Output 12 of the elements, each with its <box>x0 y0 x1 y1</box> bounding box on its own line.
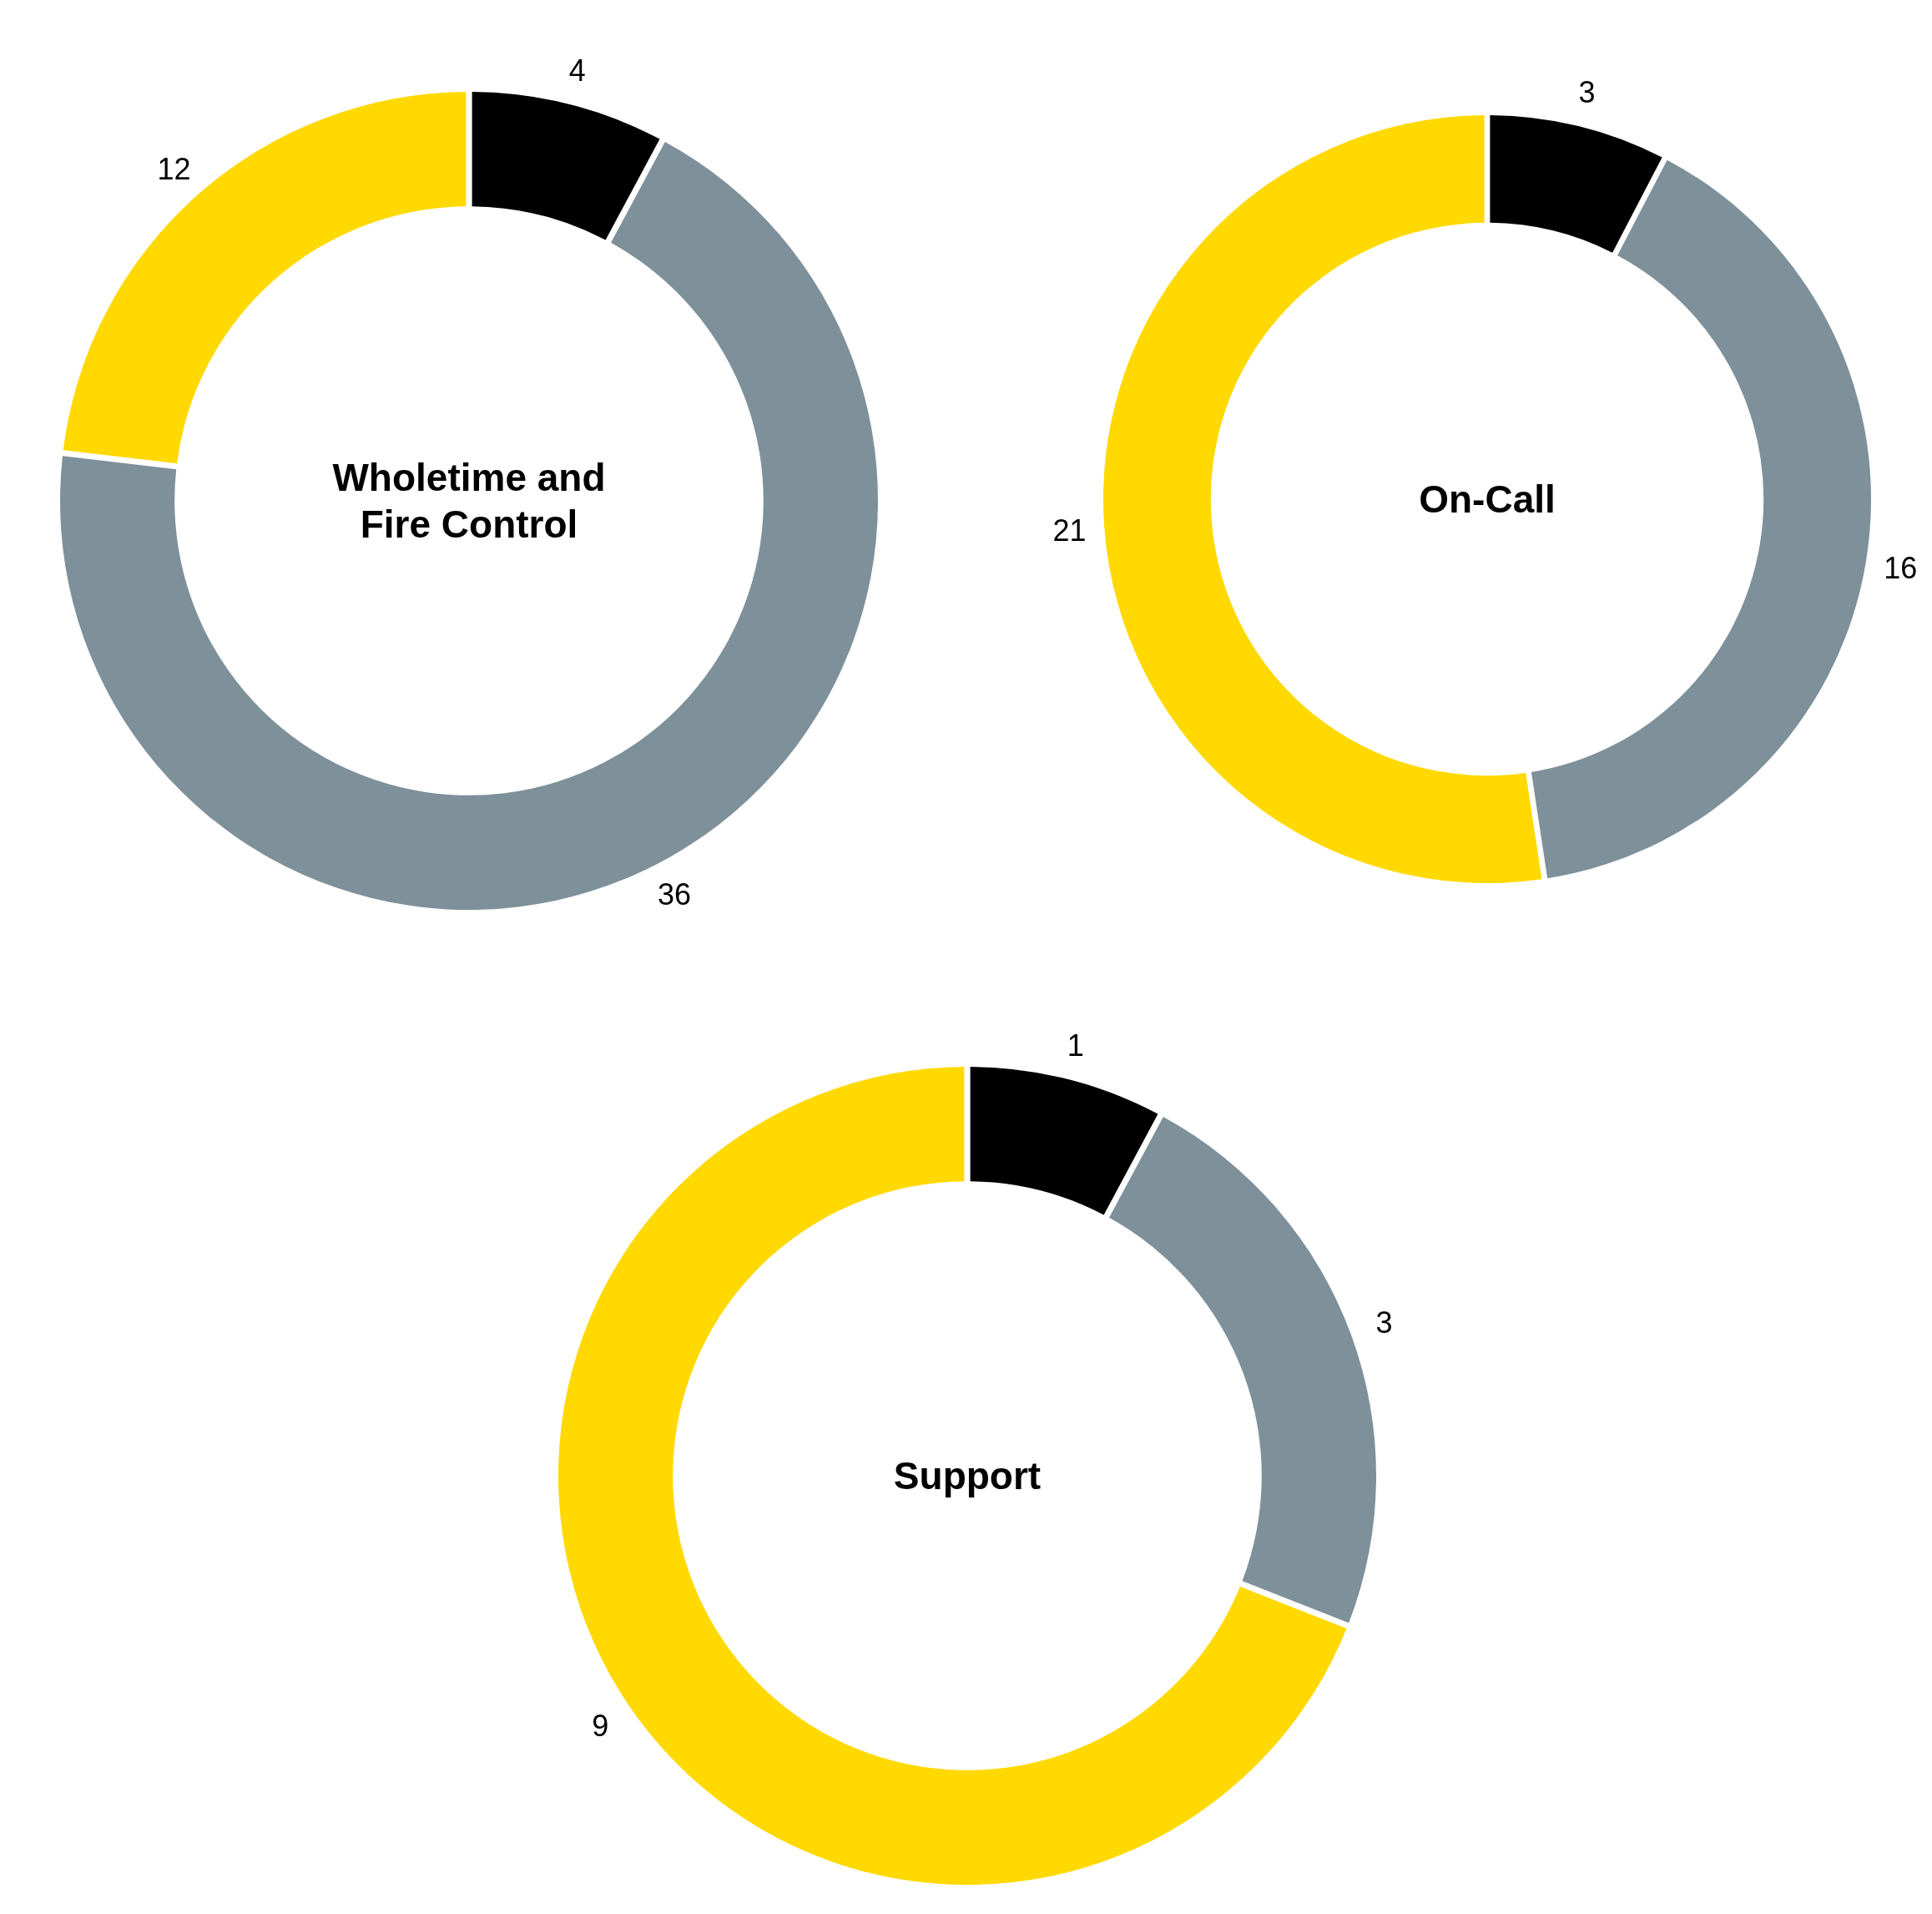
data-label: 12 <box>157 152 191 187</box>
data-label: 4 <box>568 53 586 88</box>
data-label: 21 <box>1052 513 1087 548</box>
data-label: 1 <box>1067 1028 1084 1063</box>
data-label: 9 <box>592 1708 609 1743</box>
data-label: 16 <box>1884 551 1918 586</box>
text: Wholetime and Fire Control <box>332 456 606 547</box>
text: Support <box>893 1454 1042 1498</box>
data-label: 36 <box>657 877 691 912</box>
text: On-Call <box>1419 477 1556 522</box>
data-label: 3 <box>1375 1305 1393 1341</box>
data-label: 3 <box>1578 75 1596 110</box>
